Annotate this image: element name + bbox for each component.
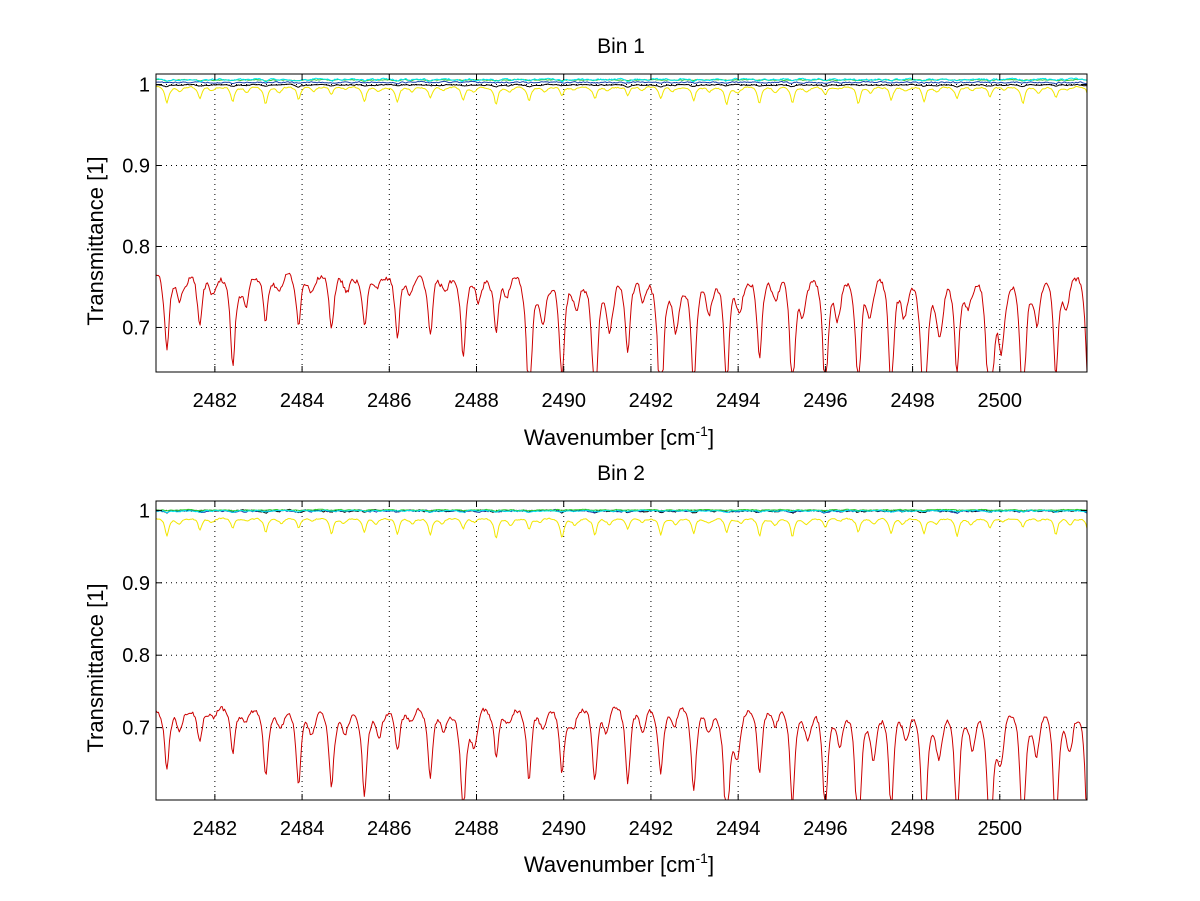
series-lines: [155, 77, 1088, 373]
x-axis-label-superscript: -1: [696, 423, 709, 439]
x-tick-labels: 2482 2484 2486 2488 2490 2492 2494 2496 2498 2500: [193, 818, 1022, 840]
x-tick-label: 2500: [978, 390, 1023, 412]
axis-ticks: [156, 501, 1087, 800]
x-axis-label-suffix: ]: [708, 852, 714, 877]
chart-title: Bin 2: [597, 462, 645, 485]
x-tick-label: 2486: [367, 818, 412, 840]
x-tick-label: 2496: [803, 818, 848, 840]
x-axis-label: Wavenumber [cm-1]: [524, 423, 714, 450]
series-line-red: [155, 706, 1088, 801]
y-tick-label: 0.8: [122, 645, 150, 667]
x-tick-labels: 2482 2484 2486 2488 2490 2492 2494 2496 2498 2500: [193, 390, 1022, 412]
plot-area-frame: [155, 73, 1088, 373]
y-tick-labels: 0.7 0.8 0.9 1: [122, 500, 150, 739]
chart-bin-1: Bin 1 Transmittance [1] Wavenumber [cm-1…: [83, 35, 1088, 450]
series-lines: [155, 508, 1088, 801]
series-line-red: [155, 272, 1088, 373]
x-tick-label: 2498: [890, 390, 935, 412]
y-tick-labels: 0.7 0.8 0.9 1: [122, 75, 150, 340]
y-tick-label: 1: [139, 75, 150, 97]
x-tick-label: 2490: [541, 390, 586, 412]
series-line-green: [155, 508, 1088, 512]
x-tick-label: 2484: [280, 818, 325, 840]
x-axis-label-superscript: -1: [696, 850, 709, 866]
x-tick-label: 2496: [803, 390, 848, 412]
chart-bin-2: Bin 2 Transmittance [1] Wavenumber [cm-1…: [83, 462, 1088, 877]
x-tick-label: 2484: [280, 390, 325, 412]
plot-area-frame: [155, 500, 1088, 801]
x-tick-label: 2492: [629, 390, 674, 412]
y-axis-label: Transmittance [1]: [83, 156, 108, 325]
y-axis-label: Transmittance [1]: [83, 583, 108, 752]
series-line-yellow: [155, 517, 1088, 539]
x-axis-label-text: Wavenumber [cm: [524, 852, 696, 877]
x-tick-label: 2492: [629, 818, 674, 840]
x-tick-label: 2482: [193, 390, 238, 412]
series-line-yellow: [155, 85, 1088, 106]
x-tick-label: 2482: [193, 818, 238, 840]
x-tick-label: 2490: [541, 818, 586, 840]
grid-lines: [156, 74, 1087, 372]
y-tick-label: 0.9: [122, 156, 150, 178]
x-tick-label: 2488: [454, 818, 499, 840]
series-line-cyan: [155, 509, 1088, 514]
y-tick-label: 0.7: [122, 718, 150, 740]
y-tick-label: 0.9: [122, 573, 150, 595]
series-line-green: [155, 78, 1088, 82]
x-tick-label: 2488: [454, 390, 499, 412]
x-tick-label: 2494: [716, 390, 761, 412]
y-tick-label: 1: [139, 500, 150, 522]
series-line-blue: [155, 80, 1088, 85]
series-line-black: [155, 83, 1088, 88]
x-tick-label: 2486: [367, 390, 412, 412]
y-tick-label: 0.8: [122, 236, 150, 258]
x-tick-label: 2498: [890, 818, 935, 840]
chart-title: Bin 1: [597, 35, 645, 58]
series-line-cyan: [155, 77, 1088, 83]
x-tick-label: 2500: [978, 818, 1023, 840]
axis-ticks: [156, 74, 1087, 372]
x-axis-label-suffix: ]: [708, 425, 714, 450]
x-tick-label: 2494: [716, 818, 761, 840]
x-axis-label: Wavenumber [cm-1]: [524, 850, 714, 877]
x-axis-label-text: Wavenumber [cm: [524, 425, 696, 450]
y-tick-label: 0.7: [122, 317, 150, 339]
